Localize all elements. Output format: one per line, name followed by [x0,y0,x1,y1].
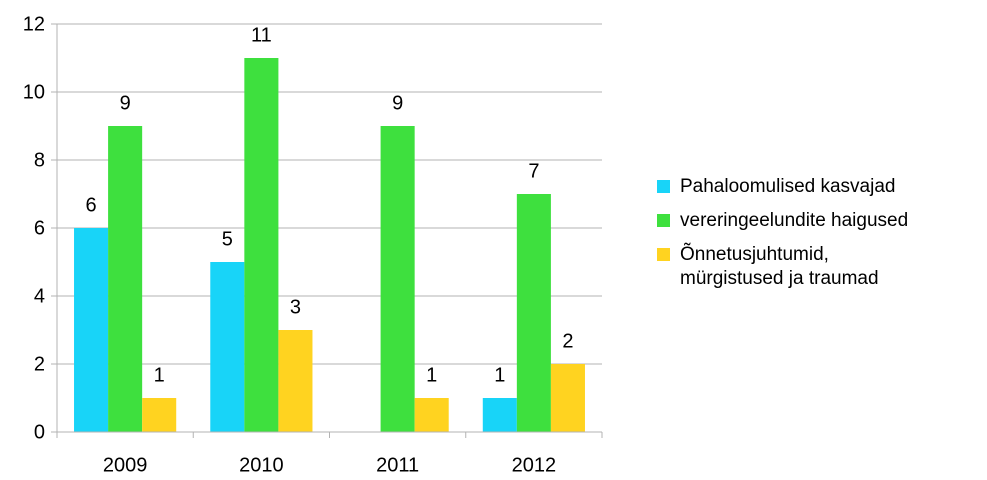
value-label: 3 [290,296,301,318]
legend-swatch [657,180,670,193]
legend-label: vereringeelundite haigused [680,210,908,231]
value-label: 1 [154,364,165,386]
value-label: 5 [222,228,233,250]
bar [482,398,517,432]
value-label: 9 [120,92,131,114]
bar [142,398,177,432]
y-tick-label: 8 [34,149,45,171]
bar [516,194,551,432]
legend-swatch [657,248,670,261]
bar [414,398,449,432]
bar [108,126,143,432]
bar [380,126,415,432]
x-tick-label: 2009 [103,454,148,476]
bar [278,330,313,432]
x-tick-label: 2011 [376,454,419,476]
bar [210,262,245,432]
y-tick-label: 4 [34,285,45,307]
bar [244,58,279,432]
bar [74,228,109,432]
bar [550,364,585,432]
y-tick-label: 2 [34,353,45,375]
value-label: 11 [251,24,272,46]
value-label: 7 [528,160,539,182]
y-tick-label: 6 [34,217,45,239]
x-tick-label: 2010 [239,454,284,476]
legend-swatch [657,214,670,227]
y-tick-label: 10 [23,81,45,103]
value-label: 2 [562,330,573,352]
value-label: 6 [86,194,97,216]
legend-label: Pahaloomulised kasvajad [680,176,895,197]
legend-label: Õnnetusjuhtumid, mürgistused ja traumad [680,243,879,289]
y-tick-label: 12 [23,13,45,35]
x-tick-label: 2012 [512,454,557,476]
value-label: 9 [392,92,403,114]
y-tick-label: 0 [34,421,45,443]
value-label: 1 [494,364,505,386]
value-label: 1 [426,364,437,386]
